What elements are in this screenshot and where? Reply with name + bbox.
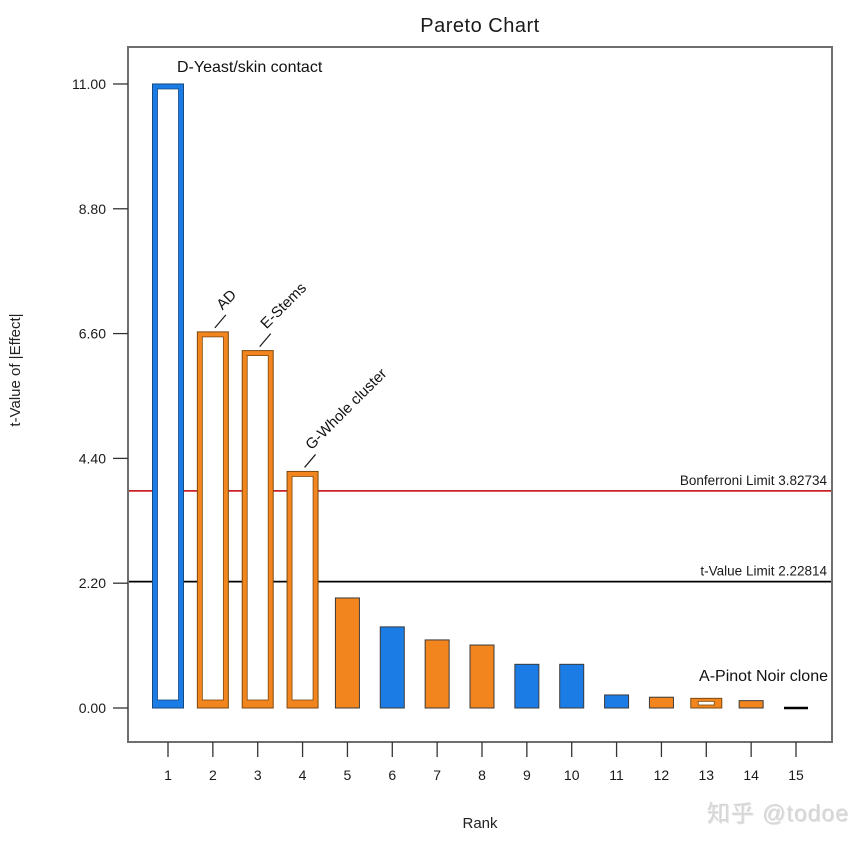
limit-line-label-1: t-Value Limit 2.22814 [700, 564, 827, 579]
watermark: 知乎 @todoe [706, 800, 849, 826]
bar-rank-8 [469, 644, 495, 709]
bar-rank-3-leader-line [259, 333, 272, 347]
y-tick-label-3: 6.60 [79, 326, 106, 342]
bar-rank-5 [334, 597, 360, 709]
x-tick-label-5: 5 [344, 767, 352, 783]
x-tick-label-7: 7 [433, 767, 441, 783]
bar-rank-6 [379, 626, 405, 709]
y-tick-label-5: 11.00 [72, 76, 106, 92]
bar-rank-3-inner [246, 355, 269, 701]
bar-rank-2-inner [201, 336, 224, 701]
bar-rank-10 [559, 663, 585, 709]
bar-rank-9 [514, 663, 540, 709]
bar-rank-11 [604, 694, 630, 709]
y-tick-label-2: 4.40 [79, 450, 106, 466]
y-tick-label-1: 2.20 [79, 575, 106, 591]
x-tick-label-10: 10 [564, 767, 580, 783]
x-tick-label-4: 4 [299, 767, 307, 783]
x-tick-label-14: 14 [743, 767, 759, 783]
bar-rank-14 [738, 700, 764, 709]
bar-rank-4-inner [291, 476, 314, 701]
bar13-effect-label: A-Pinot Noir clone [699, 668, 828, 685]
x-tick-label-2: 2 [209, 767, 217, 783]
bar1-effect-label: D-Yeast/skin contact [177, 59, 323, 76]
x-tick-label-13: 13 [698, 767, 714, 783]
limit-line-label-0: Bonferroni Limit 3.82734 [680, 473, 828, 488]
x-tick-label-1: 1 [164, 767, 172, 783]
x-tick-label-12: 12 [654, 767, 670, 783]
bar-rank-13-inner [697, 700, 715, 706]
x-tick-label-15: 15 [788, 767, 804, 783]
y-tick-label-0: 0.00 [79, 700, 106, 716]
plot-frame [127, 46, 833, 743]
bar-rank-12 [648, 696, 674, 709]
x-tick-label-8: 8 [478, 767, 486, 783]
chart-title: Pareto Chart [420, 15, 540, 37]
y-tick-label-4: 8.80 [79, 201, 106, 217]
x-tick-label-9: 9 [523, 767, 531, 783]
bar-rank-4-leader-line [304, 454, 317, 468]
bar-rank-1-inner [157, 88, 179, 701]
x-tick-label-11: 11 [609, 767, 624, 783]
x-tick-label-6: 6 [388, 767, 396, 783]
bar-rank-2-leader-line [214, 314, 227, 329]
bar-rank-7 [424, 639, 450, 709]
x-tick-label-3: 3 [254, 767, 262, 783]
x-axis-title: Rank [462, 815, 498, 832]
